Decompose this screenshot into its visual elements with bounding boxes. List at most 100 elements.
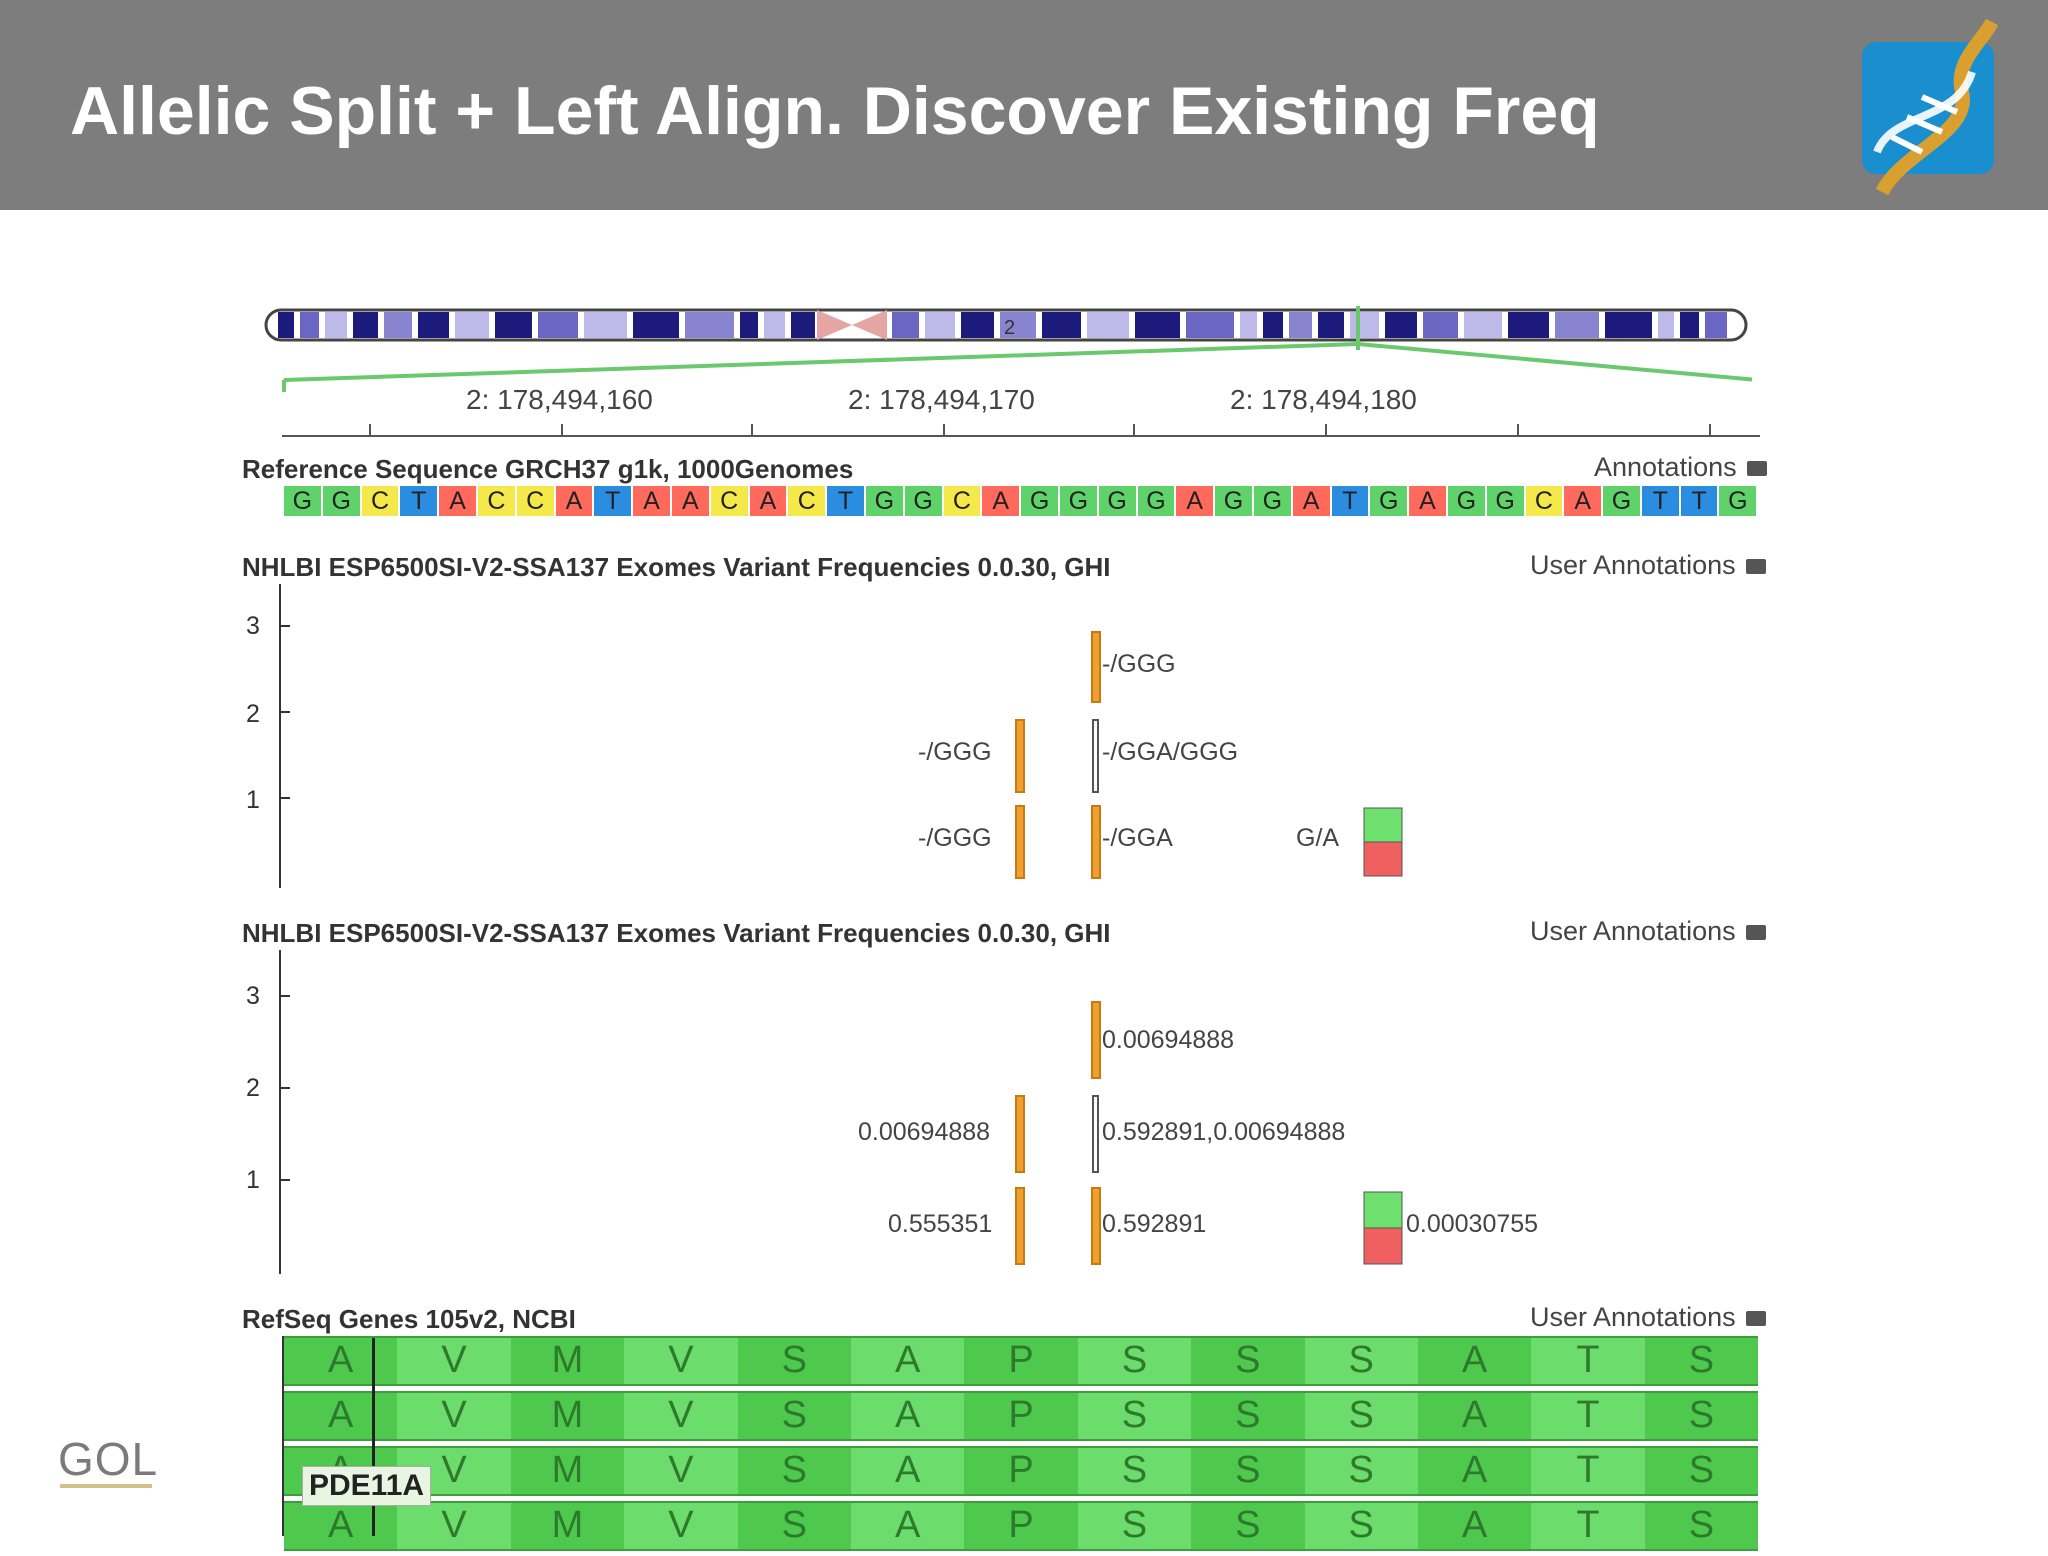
sequence-base: T [594, 486, 634, 516]
snv-ref-box [1363, 807, 1403, 843]
track1-annotations-menu[interactable]: User Annotations [1530, 550, 1766, 581]
variant-bar-thin [1092, 719, 1099, 793]
chromosome-band [1000, 312, 1036, 338]
track2-ytick-3: 3 [246, 982, 260, 1010]
chromosome-band [1263, 312, 1283, 338]
dna-logo-icon [1862, 18, 1999, 196]
gene-annotations-menu[interactable]: User Annotations [1530, 1302, 1766, 1333]
amino-acid-cell: S [1304, 1503, 1418, 1549]
track2-label-mid-right: 0.592891,0.00694888 [1102, 1118, 1346, 1146]
sequence-base: A [982, 486, 1022, 516]
chromosome-band [892, 312, 919, 338]
track2-label-low-right: 0.592891 [1102, 1210, 1207, 1238]
sequence-base: G [1059, 486, 1099, 516]
sequence-base: G [1253, 486, 1293, 516]
amino-acid-cell: S [1077, 1393, 1192, 1439]
chromosome-band [1385, 312, 1417, 338]
sequence-base: C [788, 486, 828, 516]
sequence-base: A [749, 486, 789, 516]
track1-plot[interactable] [270, 584, 1420, 890]
variant-bar [1091, 1187, 1101, 1265]
amino-acid-cell: S [737, 1448, 851, 1494]
chromosome-band [278, 312, 294, 338]
reference-annotations-label: Annotations [1594, 452, 1737, 482]
track2-annotations-label: User Annotations [1530, 916, 1736, 946]
chromosome-band [1508, 312, 1549, 338]
gene-amino-acid-grid[interactable]: AVMVSAPSSSATSAVMVSAPSSSATSAVMVSAPSSSATSA… [284, 1336, 1759, 1556]
amino-acid-cell: A [850, 1503, 965, 1549]
ruler-coord-3: 2: 178,494,180 [1230, 384, 1417, 415]
track1-annotations-label: User Annotations [1530, 550, 1736, 580]
sequence-base: T [1331, 486, 1371, 516]
chromosome-band [961, 312, 994, 338]
amino-acid-cell: S [1644, 1503, 1759, 1549]
sequence-base: G [284, 486, 323, 516]
track2-title: NHLBI ESP6500SI-V2-SSA137 Exomes Variant… [242, 918, 1111, 948]
gene-name-label[interactable]: PDE11A [302, 1466, 432, 1506]
track1-label-mid-left: -/GGG [918, 738, 992, 766]
track1-label-top: -/GGG [1102, 650, 1176, 678]
chromosome-band [791, 312, 815, 338]
sequence-base: G [1370, 486, 1410, 516]
amino-acid-cell: T [1531, 1448, 1645, 1494]
folder-icon [1745, 925, 1766, 941]
amino-acid-cell: S [1644, 1393, 1759, 1439]
folder-icon [1746, 461, 1767, 477]
amino-acid-cell: T [1531, 1503, 1645, 1549]
sequence-base: T [827, 486, 866, 516]
chromosome-band [584, 312, 627, 338]
corner-logo: GOL [58, 1433, 159, 1485]
sequence-base: G [1486, 486, 1526, 516]
amino-acid-cell: S [1644, 1448, 1759, 1494]
track2-annotations-menu[interactable]: User Annotations [1530, 916, 1766, 947]
amino-acid-cell: S [1191, 1448, 1305, 1494]
amino-acid-cell: V [624, 1393, 738, 1439]
amino-acid-cell: M [510, 1393, 625, 1439]
gene-axis-line [282, 1336, 284, 1536]
reference-annotations-menu[interactable]: Annotations [1594, 452, 1767, 483]
track2-plot[interactable] [270, 950, 1420, 1276]
amino-acid-cell: S [1304, 1338, 1418, 1384]
gene-annotations-label: User Annotations [1530, 1302, 1736, 1332]
amino-acid-cell: V [624, 1503, 738, 1549]
sequence-base: G [1098, 486, 1138, 516]
corner-logo-underline [60, 1484, 152, 1488]
variant-bar [1015, 1095, 1025, 1173]
gene-cursor-line [372, 1338, 375, 1536]
ruler-coord-1: 2: 178,494,160 [466, 384, 653, 415]
sequence-base: A [1176, 486, 1216, 516]
folder-icon [1745, 559, 1766, 575]
amino-acid-cell: A [850, 1338, 965, 1384]
variant-bar [1091, 631, 1101, 703]
sequence-base: G [1137, 486, 1177, 516]
amino-acid-cell: V [624, 1338, 738, 1384]
amino-acid-cell: S [1644, 1338, 1759, 1384]
amino-acid-cell: P [964, 1338, 1078, 1384]
amino-acid-cell: P [964, 1503, 1078, 1549]
amino-acid-cell: S [737, 1393, 851, 1439]
amino-acid-cell: A [284, 1393, 398, 1439]
chromosome-band [300, 312, 319, 338]
variant-bar [1091, 805, 1101, 879]
slide-title: Allelic Split + Left Align. Discover Exi… [70, 73, 1600, 149]
variant-bar-thin [1092, 1095, 1099, 1173]
track2-label-low-left: 0.555351 [888, 1210, 993, 1238]
amino-acid-cell: V [397, 1393, 511, 1439]
amino-acid-cell: S [1077, 1503, 1192, 1549]
amino-acid-cell: S [1191, 1338, 1305, 1384]
chromosome-band [740, 312, 758, 338]
amino-acid-cell: A [284, 1503, 398, 1549]
track1-ytick-2: 2 [246, 700, 260, 728]
track2-ytick-1: 1 [246, 1166, 260, 1194]
sequence-base: A [1564, 486, 1604, 516]
sequence-base: A [1292, 486, 1332, 516]
chromosome-ideogram[interactable]: 2 [262, 306, 1752, 402]
sequence-base: A [1409, 486, 1448, 516]
amino-acid-cell: S [1304, 1448, 1418, 1494]
sequence-base: C [361, 486, 401, 516]
